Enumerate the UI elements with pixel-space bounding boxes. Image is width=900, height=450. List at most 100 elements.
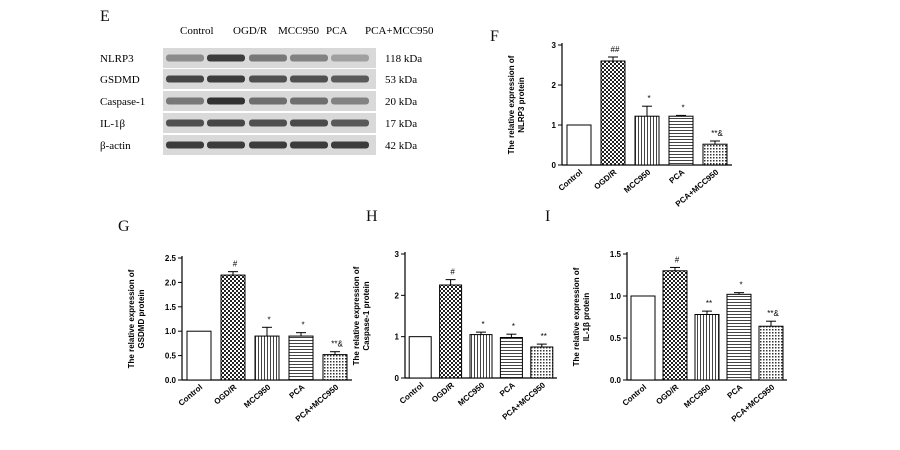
significance-label: # (675, 255, 680, 264)
y-axis-label: Caspase-1 protein (362, 281, 371, 350)
blot-band (290, 97, 328, 105)
kda-label: 17 kDa (385, 118, 417, 130)
y-tick-label: 0.0 (165, 376, 177, 385)
x-tick-label: OGD/R (592, 168, 618, 192)
blot-band (166, 141, 204, 149)
y-tick-label: 3 (552, 41, 557, 50)
blot-band (166, 54, 204, 62)
lane-label: OGD/R (233, 25, 268, 37)
bar (186, 330, 212, 381)
y-tick-label: 2 (395, 291, 400, 300)
protein-label: GSDMD (100, 74, 140, 86)
y-axis-label: The relative expression of (572, 267, 581, 366)
bar (566, 124, 592, 166)
bar (758, 325, 784, 381)
blot-band (166, 119, 204, 127)
bar (469, 334, 493, 379)
x-tick-label: Control (177, 383, 205, 408)
x-tick-label: MCC950 (242, 382, 272, 410)
blot-band (207, 141, 245, 149)
y-tick-label: 1 (395, 333, 400, 342)
x-tick-label: OGD/R (430, 381, 456, 405)
blot-band (249, 141, 287, 149)
significance-label: ** (706, 299, 712, 308)
y-tick-label: 0 (395, 374, 400, 383)
bar (600, 60, 626, 166)
y-tick-label: 2 (552, 81, 557, 90)
blot-band (331, 97, 369, 105)
bar (694, 313, 720, 381)
blot-band (249, 75, 287, 83)
bar (220, 274, 246, 381)
protein-label: β-actin (100, 140, 131, 152)
significance-label: **& (711, 129, 723, 138)
bar (254, 335, 280, 381)
chart-caspase1: 0 1 2 3 The relative expression of Caspase-1 … (352, 250, 557, 422)
y-axis-label: The relative expression of (352, 266, 361, 365)
blot-band (331, 54, 369, 62)
blot-band (290, 54, 328, 62)
blot-band (249, 119, 287, 127)
blot-band (290, 119, 328, 127)
x-tick-label: PCA (498, 380, 517, 398)
x-tick-label: MCC950 (682, 382, 712, 410)
blot-band (331, 141, 369, 149)
blot-band (207, 97, 245, 105)
significance-label: # (450, 268, 455, 277)
y-tick-label: 0.0 (610, 376, 622, 385)
lane-label: Control (180, 25, 214, 37)
bar (439, 284, 463, 379)
blot-band (166, 75, 204, 83)
blot-band (249, 54, 287, 62)
kda-label: 20 kDa (385, 96, 417, 108)
panel-label-h: H (366, 208, 378, 225)
x-tick-label: Control (557, 168, 585, 193)
significance-label: * (267, 315, 270, 324)
y-axis-label: NLRP3 protein (517, 77, 526, 133)
y-tick-label: 1.0 (610, 292, 622, 301)
protein-label: IL-1β (100, 118, 126, 130)
y-tick-label: 0.5 (165, 352, 177, 361)
panel-label-f: F (490, 28, 499, 45)
panel-label-g: G (118, 218, 130, 235)
y-tick-label: 0.5 (610, 334, 622, 343)
bar (322, 354, 348, 381)
blot-band (207, 54, 245, 62)
x-tick-label: OGD/R (654, 383, 680, 407)
blot-band (290, 141, 328, 149)
bar (530, 346, 554, 379)
y-tick-label: 1.0 (165, 327, 177, 336)
significance-label: # (233, 260, 238, 269)
protein-label: Caspase-1 (100, 96, 145, 108)
blot-band (207, 119, 245, 127)
x-tick-label: PCA (668, 167, 687, 185)
bar (726, 293, 752, 381)
bar (668, 115, 694, 166)
significance-label: * (739, 281, 742, 290)
lane-label: PCA+MCC950 (365, 25, 434, 37)
x-tick-label: Control (398, 381, 426, 406)
western-blot: Control OGD/R MCC950 PCA PCA+MCC950 NLRP3 118 … (100, 25, 434, 155)
y-tick-label: 1.5 (610, 250, 622, 259)
bar (408, 336, 432, 379)
x-tick-label: PCA (288, 382, 307, 400)
kda-label: 42 kDa (385, 140, 417, 152)
y-tick-label: 0 (552, 161, 557, 170)
y-axis-label: IL-1β protein (582, 293, 591, 342)
protein-label: NLRP3 (100, 53, 134, 65)
x-tick-label: MCC950 (456, 380, 486, 408)
significance-label: * (512, 322, 515, 331)
lane-label: PCA (326, 25, 347, 37)
lane-label: MCC950 (278, 25, 319, 37)
kda-label: 53 kDa (385, 74, 417, 86)
bar (662, 270, 688, 381)
significance-label: **& (767, 309, 779, 318)
blot-band (207, 75, 245, 83)
significance-label: ** (541, 332, 547, 341)
y-tick-label: 2.0 (165, 278, 177, 287)
y-axis-label: The relative expression of (507, 55, 516, 154)
x-tick-label: MCC950 (622, 167, 652, 195)
y-tick-label: 1 (552, 121, 557, 130)
x-tick-label: OGD/R (212, 383, 238, 407)
significance-label: * (647, 94, 650, 103)
